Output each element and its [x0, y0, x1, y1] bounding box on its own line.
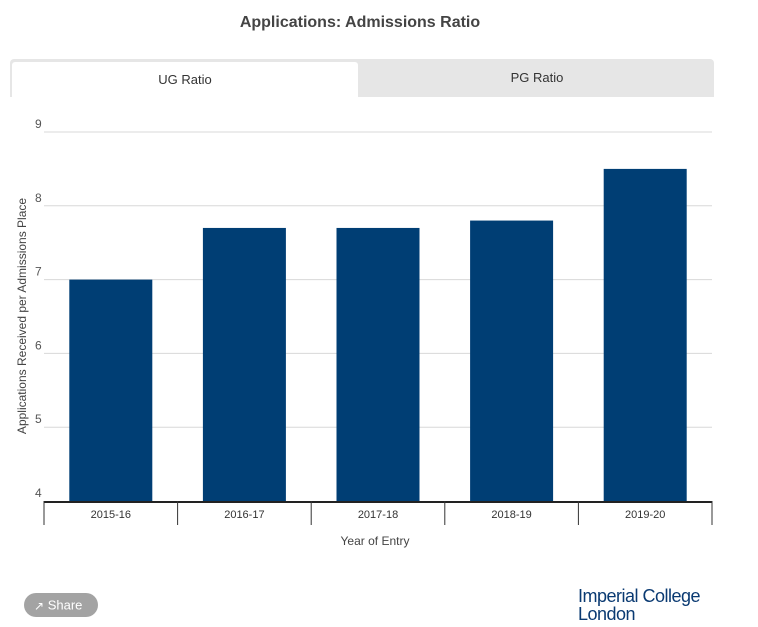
- y-tick-label: 6: [35, 338, 42, 352]
- bar: [336, 227, 420, 501]
- share-button[interactable]: ↗ Share: [24, 593, 98, 617]
- y-tick-label: 9: [35, 117, 42, 131]
- imperial-college-logo: Imperial College London: [578, 586, 701, 624]
- y-tick-label: 5: [35, 412, 42, 426]
- y-axis-title: Applications Received per Admissions Pla…: [15, 198, 29, 434]
- bar: [603, 168, 687, 501]
- x-tick-label: 2019-20: [625, 509, 665, 521]
- logo-line-1: Imperial College: [578, 586, 701, 606]
- bar: [202, 227, 286, 501]
- x-tick-label: 2016-17: [224, 509, 264, 521]
- x-tick-label: 2017-18: [358, 509, 398, 521]
- bar: [470, 220, 554, 501]
- share-icon: ↗: [34, 598, 45, 613]
- x-tick-label: 2018-19: [491, 509, 531, 521]
- x-axis-title: Year of Entry: [341, 534, 410, 548]
- chart-title: Applications: Admissions Ratio: [239, 14, 481, 31]
- bar-chart: 4 5 6 7 8 9 2015-16 2016-17 2017-18 2018-19 2019-2…: [15, 117, 713, 548]
- tab-pg-ratio[interactable]: PG Ratio: [510, 70, 564, 85]
- bar: [69, 279, 153, 501]
- logo-line-2: London: [578, 604, 636, 624]
- y-tick-label: 4: [35, 486, 42, 500]
- y-tick-label: 7: [35, 265, 42, 279]
- tab-ug-ratio[interactable]: UG Ratio: [12, 62, 358, 97]
- y-tick-label: 8: [35, 191, 42, 205]
- share-label: Share: [47, 597, 83, 613]
- x-tick-label: 2015-16: [91, 509, 131, 521]
- tab-bar: UG Ratio PG Ratio: [10, 59, 714, 97]
